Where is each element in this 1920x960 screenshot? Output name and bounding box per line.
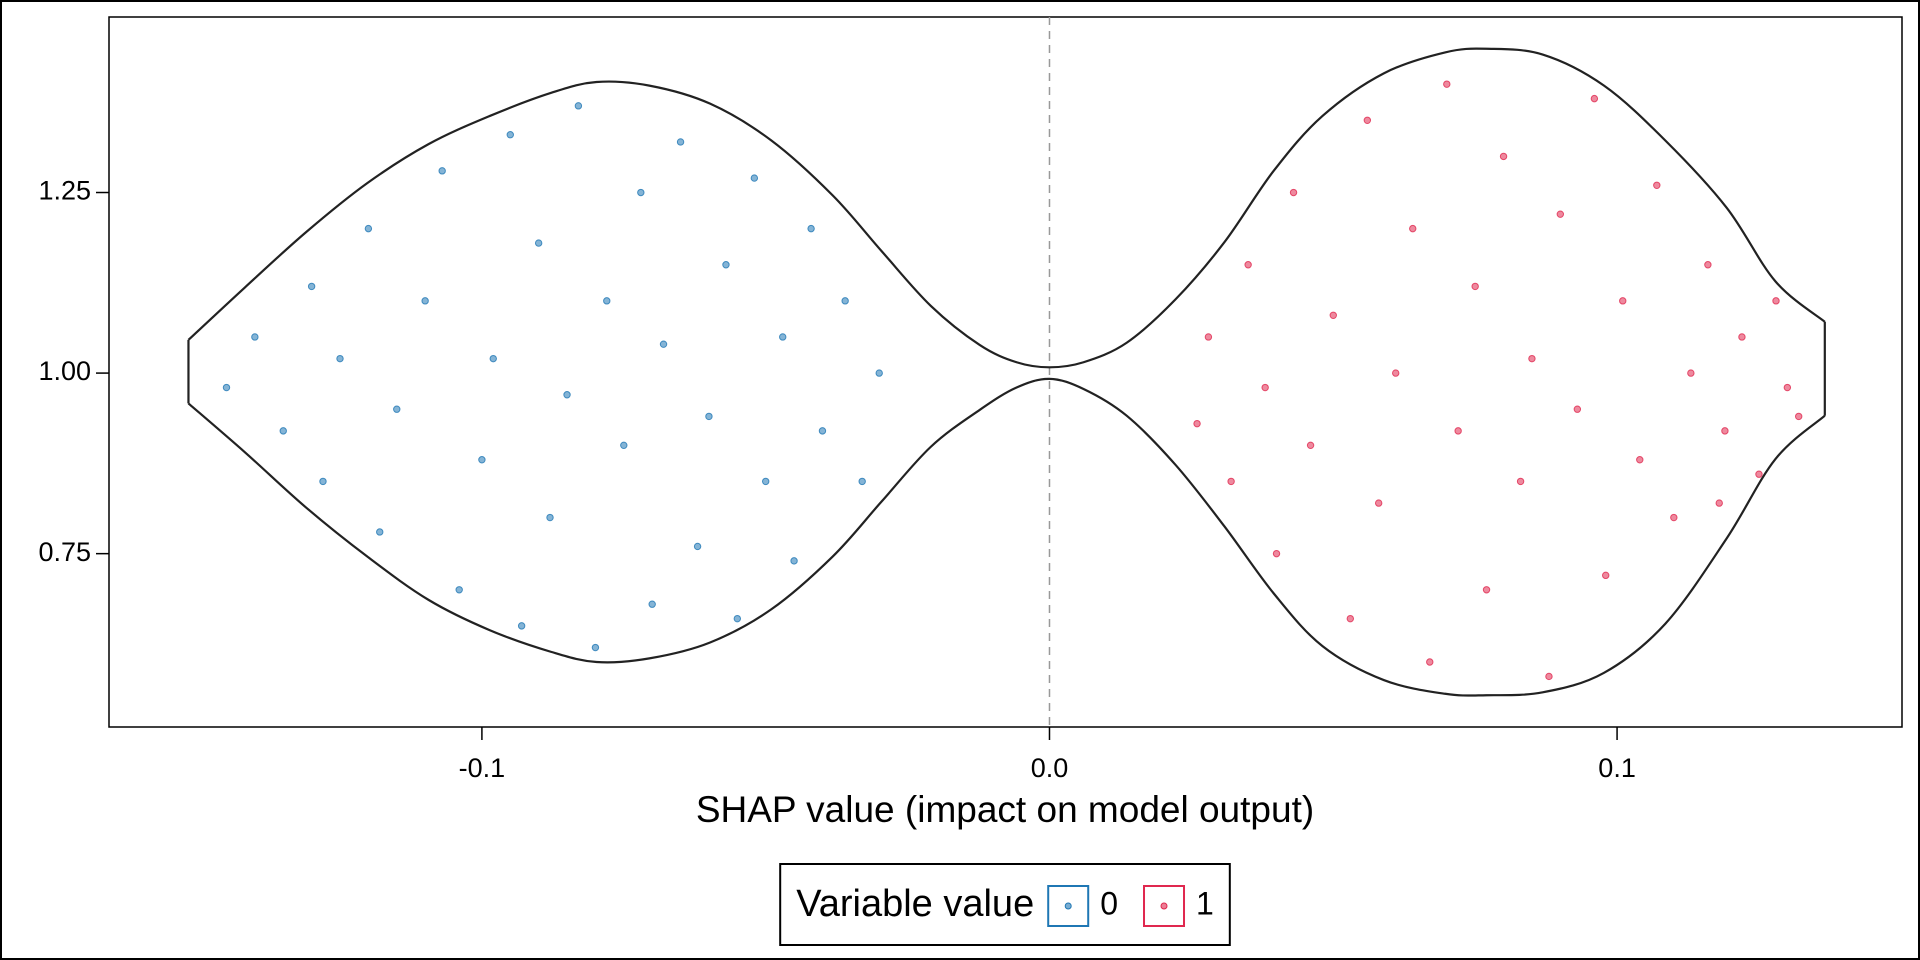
point: [517, 622, 526, 630]
point: [307, 282, 316, 291]
legend-label: 1: [1196, 885, 1214, 921]
point: [1392, 369, 1400, 377]
point: [364, 224, 373, 233]
point: [489, 354, 497, 363]
point: [790, 557, 798, 565]
point: [1363, 116, 1372, 124]
y-tick-label: 1.00: [38, 356, 91, 386]
x-tick-label: -0.1: [459, 753, 506, 783]
point: [591, 643, 600, 652]
point: [1306, 441, 1315, 450]
point: [1289, 188, 1298, 197]
point: [1443, 80, 1451, 88]
point: [1528, 354, 1536, 363]
x-tick-label: 0.1: [1598, 753, 1636, 783]
point: [1471, 282, 1479, 291]
point: [319, 477, 327, 486]
point: [421, 297, 429, 305]
point: [841, 297, 849, 305]
point: [1272, 549, 1281, 558]
point: [1715, 499, 1723, 507]
y-tick-label: 1.25: [38, 176, 91, 206]
point: [761, 477, 770, 486]
legend-label: 0: [1100, 885, 1118, 921]
y-tick-label: 0.75: [38, 537, 91, 567]
legend: Variable value 0 1: [779, 863, 1231, 946]
point: [676, 138, 685, 146]
point: [574, 102, 583, 110]
point: [563, 391, 571, 399]
point: [455, 586, 463, 594]
point: [648, 600, 656, 608]
point: [376, 528, 384, 536]
point: [1545, 672, 1553, 681]
point: [807, 224, 815, 233]
point: [1204, 333, 1213, 341]
point: [336, 354, 344, 363]
point: [1499, 152, 1508, 161]
point: [637, 188, 645, 197]
point: [478, 456, 486, 464]
point: [705, 412, 713, 421]
point: [1619, 297, 1627, 305]
point: [1482, 586, 1491, 594]
point: [1670, 513, 1678, 522]
point: [779, 333, 787, 341]
legend-title: Variable value: [796, 883, 1034, 925]
point: [620, 441, 628, 450]
point: [1556, 210, 1565, 218]
point: [733, 614, 742, 623]
point: [1426, 658, 1434, 666]
point: [1794, 412, 1803, 421]
point: [1721, 427, 1729, 435]
point: [818, 427, 827, 435]
point: [506, 131, 514, 139]
point: [1261, 383, 1269, 392]
point: [1704, 261, 1712, 269]
point: [1227, 477, 1235, 486]
legend-marker: [1160, 902, 1168, 910]
point: [1755, 470, 1763, 478]
violin-lower: [187, 377, 1826, 697]
x-tick-label: 0.0: [1031, 753, 1069, 783]
point: [722, 261, 730, 269]
point: [222, 383, 231, 392]
point: [875, 369, 883, 377]
legend-marker: [1064, 902, 1072, 910]
point: [603, 297, 611, 305]
point: [1346, 614, 1355, 623]
point: [1602, 571, 1610, 580]
point: [858, 477, 866, 486]
point: [1244, 261, 1252, 269]
point: [251, 333, 259, 341]
point: [279, 427, 287, 435]
point: [1590, 94, 1599, 103]
point: [1783, 383, 1792, 392]
point: [1516, 477, 1525, 486]
point: [693, 542, 702, 551]
point: [1573, 405, 1582, 413]
point: [1772, 297, 1780, 305]
point: [1193, 419, 1201, 428]
legend-key: [1047, 885, 1090, 927]
point: [1454, 427, 1462, 435]
violin-upper: [187, 47, 1826, 369]
point: [1374, 499, 1383, 507]
point: [659, 340, 668, 348]
point: [393, 405, 401, 413]
point: [546, 513, 554, 522]
point: [1687, 369, 1695, 377]
point: [1329, 311, 1337, 320]
point: [750, 174, 759, 182]
point: [1653, 181, 1661, 189]
point: [438, 167, 446, 175]
point: [1738, 333, 1746, 341]
point: [534, 239, 543, 247]
x-axis-title: SHAP value (impact on model output): [696, 789, 1314, 830]
point: [1409, 224, 1417, 233]
plot-area: [108, 16, 1903, 728]
point: [1636, 456, 1644, 464]
